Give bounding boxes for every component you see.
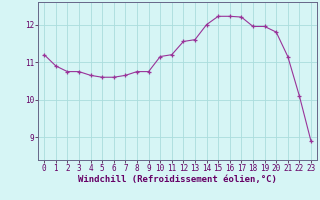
X-axis label: Windchill (Refroidissement éolien,°C): Windchill (Refroidissement éolien,°C) xyxy=(78,175,277,184)
